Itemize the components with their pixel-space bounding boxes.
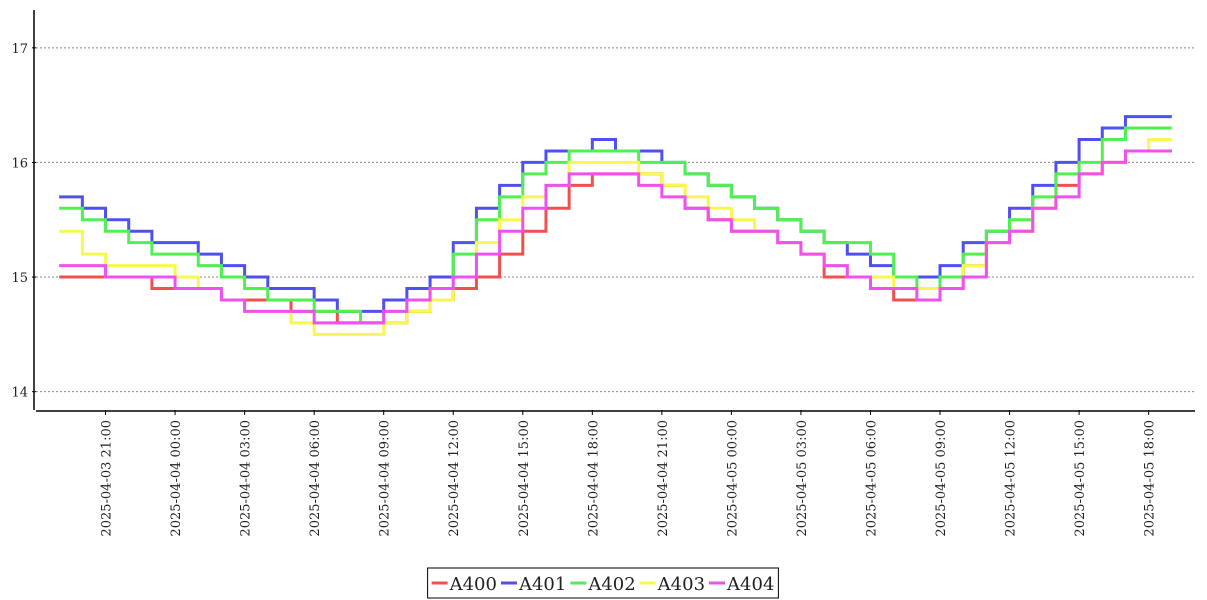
y-tick-label: 15 [11,271,28,286]
x-tick-label: 2025-04-04 03:00 [239,420,254,537]
legend-label: A403 [657,574,705,595]
legend-label: A404 [726,574,774,595]
x-tick-label: 2025-04-03 21:00 [100,420,115,537]
x-tick-label: 2025-04-04 06:00 [308,420,323,537]
series-line [59,138,1172,336]
x-tick-label: 2025-04-05 06:00 [864,420,879,537]
y-tick-label: 16 [11,156,28,171]
legend-label: A400 [449,574,497,595]
x-tick-label: 2025-04-04 18:00 [586,420,601,537]
legend: A400 A401 A402 A403 A404 [427,567,779,599]
y-tick-label: 14 [11,386,28,401]
x-tick-label: 2025-04-05 18:00 [1143,420,1158,537]
series-line [59,149,1172,325]
x-tick-label: 2025-04-05 03:00 [795,420,810,537]
x-tick-label: 2025-04-04 00:00 [169,420,184,537]
x-tick-label: 2025-04-04 21:00 [656,420,671,537]
x-tick-label: 2025-04-04 09:00 [378,420,393,537]
legend-label: A402 [587,574,635,595]
series-line [59,115,1172,313]
series-line [59,149,1172,325]
series-line [59,126,1172,325]
x-tick-label: 2025-04-05 00:00 [725,420,740,537]
x-tick-label: 2025-04-05 15:00 [1073,420,1088,537]
y-tick-label: 17 [11,42,28,57]
legend-label: A401 [518,574,566,595]
x-tick-label: 2025-04-04 12:00 [447,420,462,537]
x-tick-label: 2025-04-05 12:00 [1004,420,1019,537]
x-tick-label: 2025-04-05 09:00 [934,420,949,537]
x-tick-label: 2025-04-04 15:00 [517,420,532,537]
